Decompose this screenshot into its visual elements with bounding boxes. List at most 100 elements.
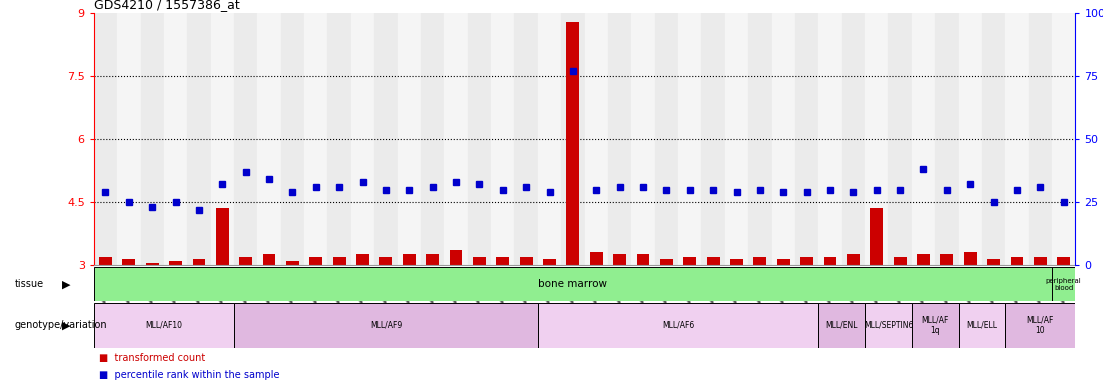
Bar bbox=[847, 255, 860, 265]
Bar bbox=[304, 13, 328, 265]
Bar bbox=[912, 13, 935, 265]
Bar bbox=[870, 209, 884, 265]
Bar bbox=[941, 255, 953, 265]
Text: MLL/ELL: MLL/ELL bbox=[966, 321, 997, 330]
Bar bbox=[1034, 257, 1047, 265]
Bar bbox=[140, 13, 164, 265]
Text: MLL/AF10: MLL/AF10 bbox=[146, 321, 182, 330]
Bar bbox=[987, 259, 1000, 265]
Bar bbox=[893, 257, 907, 265]
Text: MLL/AF9: MLL/AF9 bbox=[370, 321, 403, 330]
Bar bbox=[842, 13, 865, 265]
Text: bone marrow: bone marrow bbox=[538, 279, 608, 289]
Text: MLL/ENL: MLL/ENL bbox=[825, 321, 858, 330]
Bar bbox=[193, 259, 205, 265]
Bar bbox=[753, 257, 767, 265]
Bar bbox=[702, 13, 725, 265]
Bar bbox=[678, 13, 702, 265]
Bar bbox=[514, 13, 538, 265]
Bar bbox=[982, 13, 1005, 265]
Text: MLL/AF6: MLL/AF6 bbox=[662, 321, 694, 330]
Bar bbox=[374, 13, 397, 265]
Bar bbox=[917, 255, 930, 265]
Bar bbox=[356, 255, 370, 265]
Bar bbox=[234, 303, 538, 348]
Bar bbox=[748, 13, 772, 265]
Bar bbox=[818, 303, 865, 348]
Text: ▶: ▶ bbox=[62, 279, 71, 289]
Text: MLL/SEPTIN6: MLL/SEPTIN6 bbox=[864, 321, 913, 330]
Bar bbox=[94, 13, 117, 265]
Bar bbox=[146, 263, 159, 265]
Bar bbox=[959, 13, 982, 265]
Bar bbox=[777, 259, 790, 265]
Bar bbox=[99, 257, 111, 265]
Bar bbox=[1010, 257, 1024, 265]
Text: MLL/AF
10: MLL/AF 10 bbox=[1027, 316, 1054, 335]
Text: MLL/AF
1q: MLL/AF 1q bbox=[921, 316, 949, 335]
Bar bbox=[964, 252, 976, 265]
Bar bbox=[865, 13, 888, 265]
Bar bbox=[631, 13, 655, 265]
Bar bbox=[239, 257, 253, 265]
Bar bbox=[216, 209, 228, 265]
Bar bbox=[567, 22, 579, 265]
Bar bbox=[707, 257, 719, 265]
Bar bbox=[473, 257, 485, 265]
Bar bbox=[561, 13, 585, 265]
Bar bbox=[730, 259, 743, 265]
Bar bbox=[257, 13, 281, 265]
Bar bbox=[795, 13, 818, 265]
Bar bbox=[491, 13, 514, 265]
Text: ■  percentile rank within the sample: ■ percentile rank within the sample bbox=[99, 370, 280, 380]
Bar bbox=[520, 257, 533, 265]
Bar bbox=[234, 13, 257, 265]
Bar bbox=[725, 13, 748, 265]
Bar bbox=[263, 255, 276, 265]
Bar bbox=[281, 13, 304, 265]
Bar bbox=[818, 13, 842, 265]
Bar bbox=[117, 13, 140, 265]
Bar bbox=[912, 303, 959, 348]
Bar bbox=[1058, 257, 1070, 265]
Bar bbox=[772, 13, 795, 265]
Text: genotype/variation: genotype/variation bbox=[14, 320, 107, 331]
Bar bbox=[309, 257, 322, 265]
Bar bbox=[94, 303, 234, 348]
Bar bbox=[333, 257, 345, 265]
Bar bbox=[538, 303, 818, 348]
Bar bbox=[543, 259, 556, 265]
Bar bbox=[1005, 303, 1075, 348]
Bar bbox=[1052, 267, 1075, 301]
Bar bbox=[684, 257, 696, 265]
Bar bbox=[122, 259, 136, 265]
Bar bbox=[328, 13, 351, 265]
Bar bbox=[445, 13, 468, 265]
Bar bbox=[865, 303, 912, 348]
Bar bbox=[403, 255, 416, 265]
Bar bbox=[1005, 13, 1029, 265]
Bar bbox=[164, 13, 188, 265]
Bar bbox=[426, 255, 439, 265]
Bar bbox=[590, 252, 602, 265]
Bar bbox=[169, 261, 182, 265]
Bar bbox=[613, 255, 627, 265]
Bar bbox=[608, 13, 631, 265]
Bar bbox=[421, 13, 445, 265]
Bar bbox=[800, 257, 813, 265]
Bar bbox=[379, 257, 393, 265]
Bar bbox=[286, 261, 299, 265]
Bar bbox=[351, 13, 374, 265]
Bar bbox=[935, 13, 959, 265]
Bar bbox=[636, 255, 650, 265]
Bar bbox=[496, 257, 510, 265]
Bar bbox=[888, 13, 912, 265]
Text: tissue: tissue bbox=[14, 279, 43, 289]
Bar bbox=[468, 13, 491, 265]
Bar bbox=[397, 13, 421, 265]
Bar bbox=[585, 13, 608, 265]
Text: ▶: ▶ bbox=[62, 320, 71, 331]
Bar bbox=[655, 13, 678, 265]
Text: GDS4210 / 1557386_at: GDS4210 / 1557386_at bbox=[94, 0, 239, 11]
Bar bbox=[538, 13, 561, 265]
